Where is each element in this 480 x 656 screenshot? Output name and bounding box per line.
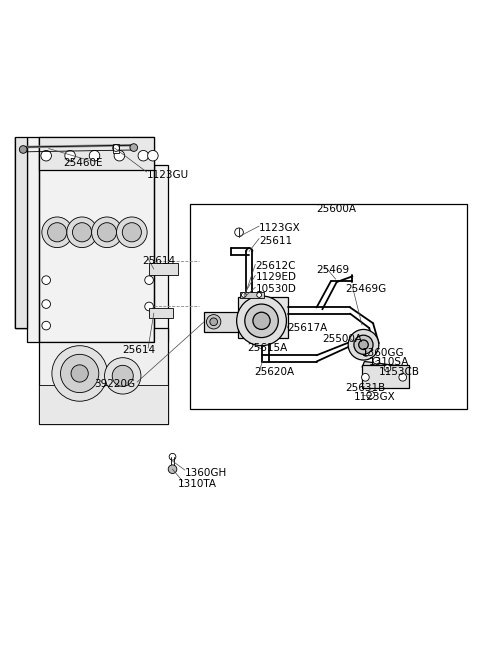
Circle shape bbox=[138, 150, 149, 161]
Circle shape bbox=[362, 350, 369, 356]
Text: 1153CB: 1153CB bbox=[379, 367, 420, 377]
Text: 25617A: 25617A bbox=[287, 323, 327, 333]
Circle shape bbox=[237, 296, 287, 346]
Circle shape bbox=[359, 340, 368, 350]
Text: 25614: 25614 bbox=[123, 344, 156, 354]
Circle shape bbox=[41, 150, 51, 161]
Circle shape bbox=[361, 373, 369, 381]
Circle shape bbox=[72, 222, 92, 242]
Bar bbox=[149, 308, 173, 318]
Text: 1123GX: 1123GX bbox=[354, 392, 396, 402]
Text: 10530D: 10530D bbox=[255, 284, 296, 294]
Circle shape bbox=[168, 465, 177, 474]
Circle shape bbox=[148, 150, 158, 161]
Text: 25460E: 25460E bbox=[63, 158, 102, 168]
Circle shape bbox=[241, 293, 246, 297]
Circle shape bbox=[92, 217, 122, 247]
Text: 25611: 25611 bbox=[259, 236, 292, 246]
Text: 1360GG: 1360GG bbox=[362, 348, 405, 358]
Circle shape bbox=[245, 304, 278, 338]
Circle shape bbox=[117, 217, 147, 247]
Circle shape bbox=[67, 217, 97, 247]
Circle shape bbox=[130, 144, 138, 152]
Bar bbox=[39, 386, 168, 424]
Bar bbox=[240, 292, 264, 298]
Circle shape bbox=[253, 312, 270, 329]
Polygon shape bbox=[39, 328, 168, 424]
Bar bbox=[149, 264, 178, 276]
Bar bbox=[362, 365, 409, 388]
Text: 1360GH: 1360GH bbox=[185, 468, 227, 478]
Text: 25612C: 25612C bbox=[255, 261, 296, 271]
Circle shape bbox=[89, 150, 100, 161]
Circle shape bbox=[60, 354, 99, 392]
Circle shape bbox=[48, 222, 67, 242]
Text: 25469: 25469 bbox=[317, 264, 350, 275]
Text: 25615A: 25615A bbox=[247, 343, 288, 353]
Circle shape bbox=[210, 318, 217, 325]
Circle shape bbox=[65, 150, 75, 161]
Circle shape bbox=[42, 300, 50, 308]
Circle shape bbox=[42, 217, 72, 247]
Text: 39220G: 39220G bbox=[94, 379, 135, 390]
Text: 1129ED: 1129ED bbox=[255, 272, 296, 282]
Circle shape bbox=[399, 373, 407, 381]
Circle shape bbox=[105, 358, 141, 394]
Circle shape bbox=[52, 346, 108, 401]
Polygon shape bbox=[15, 136, 27, 328]
Circle shape bbox=[42, 321, 50, 330]
Circle shape bbox=[373, 358, 380, 364]
Circle shape bbox=[97, 222, 117, 242]
Circle shape bbox=[257, 293, 262, 297]
Circle shape bbox=[145, 302, 154, 311]
Circle shape bbox=[122, 222, 142, 242]
Circle shape bbox=[354, 335, 373, 354]
Polygon shape bbox=[39, 136, 154, 170]
Circle shape bbox=[145, 276, 154, 285]
Bar bbox=[204, 312, 238, 332]
Text: 1123GX: 1123GX bbox=[259, 224, 301, 234]
Circle shape bbox=[19, 146, 27, 154]
Circle shape bbox=[206, 315, 221, 329]
Bar bbox=[190, 203, 468, 409]
Text: 25614: 25614 bbox=[142, 256, 175, 266]
Polygon shape bbox=[15, 136, 168, 342]
Text: 1123GU: 1123GU bbox=[147, 170, 189, 180]
Circle shape bbox=[112, 365, 133, 386]
Text: 25469G: 25469G bbox=[345, 284, 386, 294]
Bar bbox=[113, 144, 119, 153]
Bar bbox=[238, 297, 288, 338]
Text: 25631B: 25631B bbox=[345, 383, 385, 393]
Circle shape bbox=[114, 150, 125, 161]
Text: 25620A: 25620A bbox=[254, 367, 295, 377]
Circle shape bbox=[384, 365, 391, 371]
Circle shape bbox=[71, 365, 88, 382]
Polygon shape bbox=[362, 361, 410, 376]
Text: 25600A: 25600A bbox=[317, 204, 357, 215]
Text: 1310SA: 1310SA bbox=[369, 358, 409, 367]
Circle shape bbox=[42, 276, 50, 285]
Text: 25500A: 25500A bbox=[323, 333, 362, 344]
Text: 1310TA: 1310TA bbox=[178, 478, 217, 489]
Circle shape bbox=[348, 329, 379, 360]
